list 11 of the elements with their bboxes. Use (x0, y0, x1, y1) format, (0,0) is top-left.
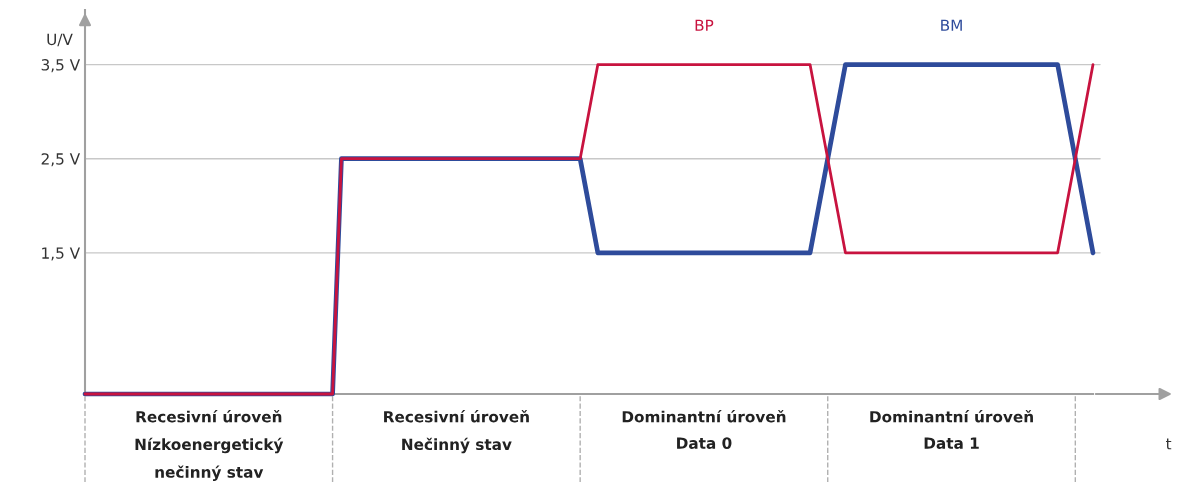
x-tick-label: Recesivní úroveň Nečinný stav (384, 410, 529, 454)
y-tick-label: 1,5 V (42, 247, 81, 261)
y-axis-title: U/V (47, 33, 73, 47)
x-axis-title: t (1166, 438, 1172, 450)
text: BP (695, 19, 714, 31)
x-tick-label: Dominantní úroveň Data 1 (870, 410, 1033, 449)
x-tick-label: Dominantní úroveň Data 0 (622, 410, 786, 449)
y-tick-label: 2,5 V (41, 153, 81, 167)
x-tick-label: Recesivní úroveň Nízkoenergetický nečinný stav (135, 410, 284, 481)
text: BM (941, 19, 962, 31)
y-tick-label: 3,5 V (41, 59, 81, 73)
